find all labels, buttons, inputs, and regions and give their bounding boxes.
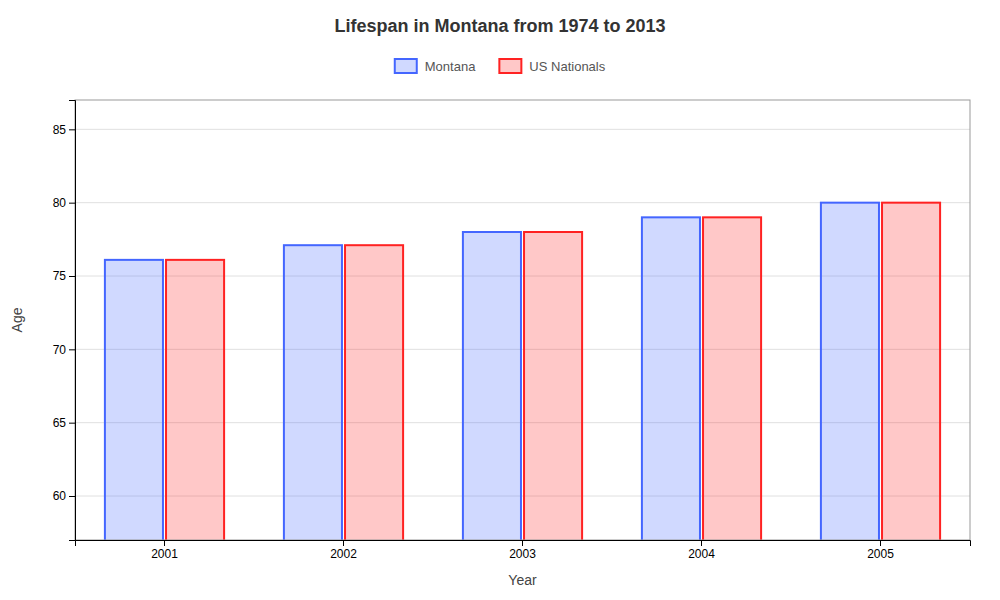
tick: 2005: [867, 540, 894, 561]
tick: 70: [53, 343, 75, 357]
tick-label: 2004: [688, 547, 715, 561]
tick-mark: [69, 349, 75, 350]
tick-mark: [522, 540, 523, 546]
bar: [703, 217, 761, 540]
bar: [105, 260, 163, 540]
bar-series: [166, 203, 940, 540]
tick-mark: [69, 129, 75, 130]
tick-mark: [69, 203, 75, 204]
bar: [524, 232, 582, 540]
x-axis: 2001 2002 2003 2004 2005: [76, 540, 971, 561]
legend-item: US Nationals: [499, 59, 605, 74]
tick-label: 70: [53, 343, 67, 357]
tick-label: 2005: [867, 547, 894, 561]
y-axis: 60 65 70 75 80 85: [53, 101, 76, 541]
tick-label: 2003: [509, 547, 536, 561]
tick-mark: [701, 540, 702, 546]
legend-item: Montana: [395, 59, 476, 74]
legend-swatch: [395, 59, 417, 73]
bar-series: [105, 203, 879, 540]
plot: 2001 2002 2003 2004 2005 60 65 70 75 80 85: [53, 100, 971, 600]
tick-label: 2002: [330, 547, 357, 561]
tick-label: 75: [53, 269, 67, 283]
legend-swatch: [499, 59, 521, 73]
tick: 2004: [688, 540, 715, 561]
legend-label: Montana: [425, 59, 476, 74]
plot-frame: [75, 100, 970, 540]
axis-line: [76, 541, 971, 547]
title: Lifespan in Montana from 1974 to 2013: [334, 16, 665, 36]
tick: 2002: [330, 540, 357, 561]
bar: [642, 217, 700, 540]
tick-label: 85: [53, 123, 67, 137]
x-axis-title: Year: [508, 572, 537, 588]
bar: [166, 260, 224, 540]
tick: 65: [53, 416, 75, 430]
tick: 2003: [509, 540, 536, 561]
grid-line: [75, 129, 970, 130]
tick-mark: [343, 540, 344, 546]
bar: [345, 245, 403, 540]
tick-label: 60: [53, 489, 67, 503]
tick: 85: [53, 123, 75, 137]
tick-label: 80: [53, 196, 67, 210]
tick-label: 2001: [151, 547, 178, 561]
tick: 60: [53, 489, 75, 503]
tick: 75: [53, 269, 75, 283]
tick-mark: [880, 540, 881, 546]
legend: Montana US Nationals: [395, 59, 606, 74]
bar: [463, 232, 521, 540]
tick-mark: [69, 496, 75, 497]
legend-label: US Nationals: [529, 59, 605, 74]
bar: [882, 203, 940, 540]
tick: 2001: [151, 540, 178, 561]
tick: 80: [53, 196, 75, 210]
tick-mark: [69, 423, 75, 424]
tick-label: 65: [53, 416, 67, 430]
y-axis-title: Age: [9, 307, 25, 332]
chart: 2001 2002 2003 2004 2005 60 65 70 75 80 85 Lifespan…: [0, 0, 1000, 600]
bar: [821, 203, 879, 540]
tick-mark: [69, 276, 75, 277]
bar: [284, 245, 342, 540]
tick-mark: [164, 540, 165, 546]
axis-line: [69, 101, 76, 541]
bars: [105, 203, 940, 540]
